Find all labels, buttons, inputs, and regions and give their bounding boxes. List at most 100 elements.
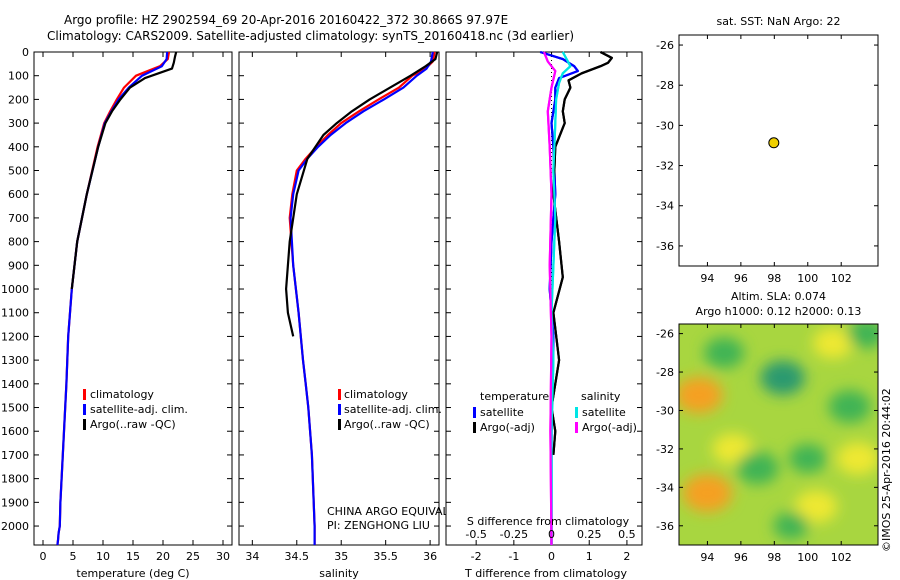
temperature-profile-ytick-label: 2000: [1, 520, 29, 533]
temperature-profile-ytick-label: 1300: [1, 354, 29, 367]
temperature-profile-ytick-label: 1800: [1, 473, 29, 486]
altimetry-anomaly: [736, 451, 779, 485]
location-map-xtick-label: 102: [831, 272, 852, 285]
difference-legend-swatch: [473, 422, 476, 433]
location-map-ytick-label: -32: [656, 160, 674, 173]
temperature-profile-ytick-label: 900: [8, 259, 29, 272]
temperature-legend-label: Argo(..raw -QC): [90, 418, 176, 431]
altimetry-map-ytick-label: -30: [656, 404, 674, 417]
temperature-profile-ytick-label: 100: [8, 70, 29, 83]
temperature-profile-xtick-label: 30: [216, 550, 230, 563]
difference-profile-xtick-label: -2: [471, 550, 482, 563]
temperature-legend-swatch: [83, 404, 86, 415]
difference-legend-title: temperature: [480, 390, 549, 403]
location-map-ytick-label: -26: [656, 39, 674, 52]
altimetry-map-xtick-label: 102: [831, 551, 852, 564]
altimetry-anomaly: [847, 324, 878, 349]
temperature-profile-ytick-label: 1000: [1, 283, 29, 296]
temperature-profile-ytick-label: 1400: [1, 378, 29, 391]
location-map-xtick-label: 94: [700, 272, 714, 285]
figure-title-line1: Argo profile: HZ 2902594_69 20-Apr-2016 …: [64, 13, 509, 27]
difference-legend-label: Argo(-adj): [582, 421, 637, 434]
altimetry-map-xtick-label: 96: [734, 551, 748, 564]
salinity-profile-series-satellite: [289, 51, 434, 545]
difference-profile-xtick-label: 1: [586, 550, 593, 563]
temperature-profile-xtick-label: 10: [96, 550, 110, 563]
difference-series-argo: [550, 51, 613, 455]
altimetry-map-xtick-label: 98: [767, 551, 781, 564]
difference-legend-title: salinity: [581, 390, 621, 403]
difference-legend-label: satellite: [480, 406, 524, 419]
salinity-profile-xtick-label: 35.5: [373, 550, 398, 563]
altimetry-anomaly: [812, 327, 853, 359]
altimetry-anomaly: [788, 444, 827, 474]
altimetry-map-xtick-label: 94: [700, 551, 714, 564]
temperature-profile-xtick-label: 0: [40, 550, 47, 563]
location-map-ytick-label: -34: [656, 200, 674, 213]
temperature-legend-swatch: [83, 389, 86, 400]
altimetry-map-ytick-label: -26: [656, 328, 674, 341]
salinity-legend-label: satellite-adj. clim.: [344, 403, 442, 416]
temperature-profile-ytick-label: 0: [22, 46, 29, 59]
salinity-annotation: PI: ZENGHONG LIU: [327, 519, 430, 532]
altimetry-anomaly: [682, 474, 733, 513]
altimetry-anomaly: [773, 512, 809, 540]
difference-legend-swatch: [575, 407, 578, 418]
salinity-profile-xtick-label: 34: [245, 550, 259, 563]
altimetry-anomaly: [712, 433, 753, 465]
location-map-ytick-label: -28: [656, 79, 674, 92]
difference-profile-xtick-label: 0: [548, 550, 555, 563]
location-map-xtick-label: 98: [767, 272, 781, 285]
altimetry-field: [679, 324, 878, 540]
difference-stick-label: -0.25: [500, 528, 528, 541]
location-map-bg: [679, 35, 878, 266]
temperature-profile-ytick-label: 400: [8, 141, 29, 154]
location-map-ytick-label: -36: [656, 240, 674, 253]
altimetry-anomaly: [704, 337, 745, 369]
difference-profile-frame: [445, 51, 643, 546]
difference-stick-label: 0: [548, 528, 555, 541]
altimetry-anomaly: [828, 390, 871, 423]
location-map-xtick-label: 96: [734, 272, 748, 285]
altimetry-map-ytick-label: -34: [656, 481, 674, 494]
temperature-profile-ytick-label: 1600: [1, 425, 29, 438]
temperature-profile-xtick-label: 5: [70, 550, 77, 563]
salinity-legend-label: climatology: [344, 388, 408, 401]
salinity-profile-xtick-label: 35: [334, 550, 348, 563]
figure-title-line2: Climatology: CARS2009. Satellite-adjuste…: [47, 29, 575, 43]
salinity-legend-swatch: [338, 404, 341, 415]
altimetry-anomaly: [679, 377, 723, 414]
temperature-profile-frame: [33, 51, 233, 546]
temperature-profile-ytick-label: 1700: [1, 449, 29, 462]
argo-float-marker: [768, 137, 780, 149]
salinity-legend-swatch: [338, 389, 341, 400]
temperature-profile-xtick-label: 15: [126, 550, 140, 563]
location-map-ytick-label: -30: [656, 119, 674, 132]
altimetry-title-line1: Altim. SLA: 0.074: [731, 290, 826, 303]
salinity-profile-series-argo: [285, 51, 439, 337]
difference-legend-label: satellite: [582, 406, 626, 419]
difference-series-sal_argo: [542, 51, 557, 546]
altimetry-anomaly: [794, 490, 838, 523]
difference-xlabel-top: S difference from climatology: [467, 515, 630, 528]
location-map-title: sat. SST: NaN Argo: 22: [717, 15, 841, 28]
temperature-profile-ytick-label: 500: [8, 165, 29, 178]
difference-legend-swatch: [473, 407, 476, 418]
salinity-annotation: CHINA ARGO EQUIVALENT: [327, 505, 471, 518]
difference-profile-xtick-label: -1: [508, 550, 519, 563]
salinity-xlabel: salinity: [319, 567, 359, 580]
altimetry-map-ytick-label: -32: [656, 443, 674, 456]
difference-series-sal_satellite: [550, 51, 572, 545]
altimetry-title-line2: Argo h1000: 0.12 h2000: 0.13: [696, 305, 862, 318]
temperature-profile-series-argo: [70, 51, 178, 290]
altimetry-map-ytick-label: -36: [656, 520, 674, 533]
salinity-legend-swatch: [338, 419, 341, 430]
difference-legend-label: Argo(-adj): [480, 421, 535, 434]
altimetry-map-ytick-label: -28: [656, 366, 674, 379]
location-map-xtick-label: 100: [797, 272, 818, 285]
difference-legend-swatch: [575, 422, 578, 433]
temperature-profile-ytick-label: 300: [8, 117, 29, 130]
temperature-profile-xtick-label: 25: [186, 550, 200, 563]
temperature-xlabel: temperature (deg C): [76, 567, 189, 580]
